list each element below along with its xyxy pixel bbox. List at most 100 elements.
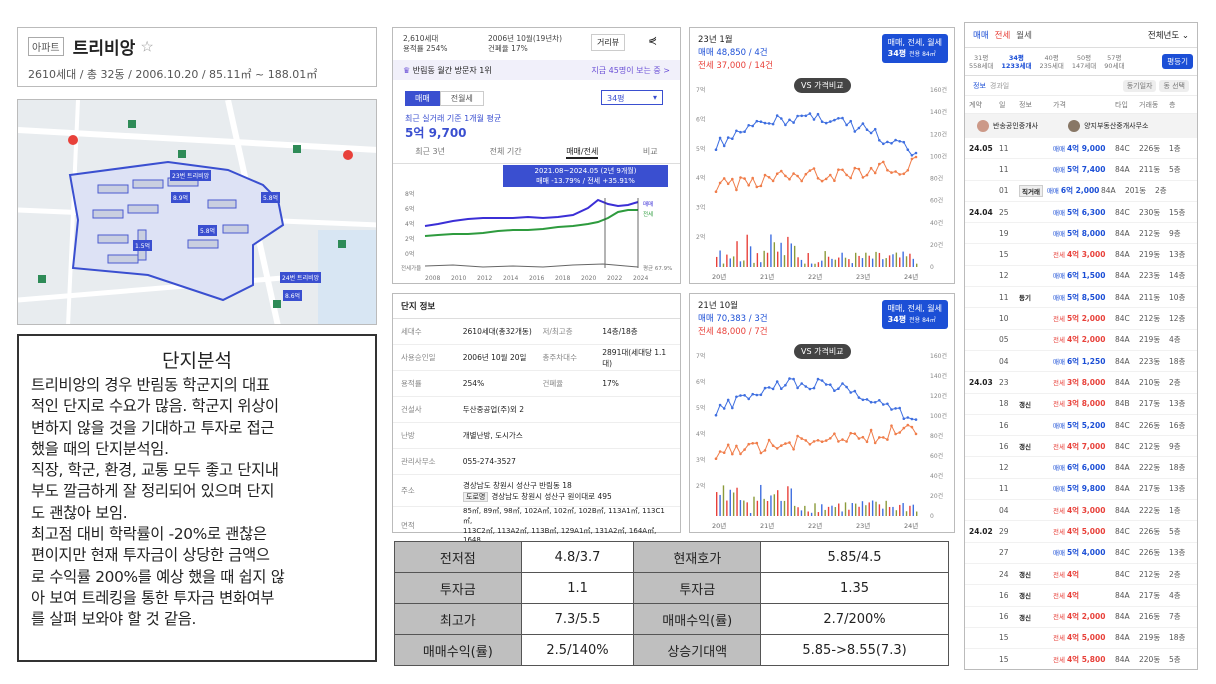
size-option[interactable]: 40평 235세대 <box>1039 54 1063 70</box>
chart-filter-chip[interactable]: 매매, 전세, 월세 34평 전용 84㎡ <box>881 300 948 329</box>
tx-row[interactable]: 24.03 23 전세 3억 8,000 84A 210동 2층 <box>965 372 1197 394</box>
tx-row[interactable]: 15 전세 4억 5,000 84A 219동 18층 <box>965 628 1197 650</box>
tx-kind: 전세 <box>1053 613 1065 622</box>
tx-tab-jeonse[interactable]: 전세 <box>994 31 1011 41</box>
volume-bar <box>841 511 843 516</box>
period-tab-active[interactable]: 매매/전세 <box>566 146 599 159</box>
tx-row[interactable]: 16 갱신 전세 4억 2,000 84A 216동 7층 <box>965 607 1197 628</box>
register-date-button[interactable]: 동기일자 <box>1122 79 1157 92</box>
tx-row[interactable]: 10 전세 5억 2,000 84C 212동 12층 <box>965 308 1197 330</box>
volume-bar <box>868 502 870 516</box>
y-right-tick: 100건 <box>930 412 947 420</box>
tx-row[interactable]: 11 매매 5억 7,400 84A 211동 5층 <box>965 159 1197 181</box>
sale-point <box>824 383 828 386</box>
year-select[interactable]: 전체년도 ⌄ <box>1148 29 1189 41</box>
tx-col-header[interactable]: 일 <box>999 100 1006 109</box>
map-marker-23[interactable]: 23번 트리비앙 <box>170 170 212 181</box>
star-icon[interactable]: ☆ <box>140 37 154 56</box>
tx-col-header[interactable]: 타입 <box>1115 100 1128 109</box>
type-tag: 아파트 <box>28 37 64 56</box>
info-row: 건설사 두산중공업(주)외 2 <box>393 397 680 423</box>
chart-filter-chip[interactable]: 매매, 전세, 월세 34평 전용 84㎡ <box>881 34 948 63</box>
x-tick: 20년 <box>712 521 726 530</box>
tab-jeonse[interactable]: 전월세 <box>439 91 484 106</box>
tx-col-header[interactable]: 층 <box>1169 100 1176 109</box>
map-price-marker[interactable]: 1.5억 <box>133 240 153 251</box>
tx-row[interactable]: 24.02 29 전세 4억 5,000 84C 226동 5층 <box>965 521 1197 543</box>
tx-row[interactable]: 11 매매 5억 9,800 84A 217동 13층 <box>965 479 1197 501</box>
tx-row[interactable]: 04 전세 4억 3,000 84A 222동 1층 <box>965 500 1197 522</box>
volume-bar <box>909 253 911 267</box>
tx-row[interactable]: 24.04 25 매매 5억 6,300 84C 230동 15층 <box>965 202 1197 224</box>
tx-row[interactable]: 12 매매 6억 1,500 84A 223동 14층 <box>965 266 1197 288</box>
ratio-label: 전세가율 <box>401 264 421 272</box>
tx-row[interactable]: 18 갱신 전세 3억 8,000 84B 217동 13층 <box>965 394 1197 415</box>
tx-col-header[interactable]: 거래동 <box>1139 100 1159 109</box>
tx-row[interactable]: 05 전세 4억 2,000 84A 219동 4층 <box>965 330 1197 351</box>
info-toggle[interactable]: 정보 <box>973 81 986 90</box>
tx-tab-sale[interactable]: 매매 <box>973 31 989 41</box>
tx-row[interactable]: 27 매매 5억 4,000 84C 226동 13층 <box>965 543 1197 564</box>
tx-row[interactable]: 16 갱신 전세 4억 7,000 84C 212동 9층 <box>965 436 1197 458</box>
period-tab[interactable]: 최근 3년 <box>415 147 446 156</box>
volume-bar <box>777 251 779 267</box>
period-tab[interactable]: 비교 <box>642 147 658 156</box>
dong-select-button[interactable]: 동 선택 <box>1159 79 1189 92</box>
tx-row[interactable]: 19 매매 5억 8,000 84A 212동 9층 <box>965 223 1197 245</box>
volume-bar <box>804 263 806 267</box>
vs-compare-button[interactable]: VS 가격비교 <box>794 344 851 359</box>
tx-row[interactable]: 24 갱신 전세 4억 84C 212동 2층 <box>965 564 1197 586</box>
agent-name[interactable]: 반송공인중개사 <box>993 122 1039 130</box>
tx-col-header[interactable]: 계약 <box>969 100 982 109</box>
vs-compare-button[interactable]: VS 가격비교 <box>794 78 851 93</box>
tx-row[interactable]: 12 매매 6억 6,000 84A 222동 18층 <box>965 457 1197 479</box>
distance-view-button[interactable]: 거리뷰 <box>591 34 626 51</box>
visitor-banner[interactable]: ♛ 반림동 월간 방문자 1위 지금 45명이 보는 중 > <box>393 60 680 80</box>
map-price-label: 5.8억 <box>263 195 279 202</box>
tx-type: 84A <box>1115 590 1130 600</box>
tab-sale[interactable]: 매매 <box>405 91 440 106</box>
size-select[interactable]: 34평 ▾ <box>601 90 663 105</box>
tx-row[interactable]: 24.05 11 매매 4억 9,000 84C 226동 1층 <box>965 138 1197 160</box>
share-icon[interactable]: ⋞ <box>648 34 658 47</box>
tx-dong: 216동 <box>1139 612 1161 622</box>
tx-row[interactable]: 04 매매 6억 1,250 84A 223동 18층 <box>965 351 1197 373</box>
size-option-label: 50평 <box>1076 53 1092 62</box>
size-option[interactable]: 31평 558세대 <box>969 54 993 70</box>
tx-row[interactable]: 15 전세 4억 5,800 84A 220동 5층 <box>965 649 1197 669</box>
y-right-tick: 140건 <box>930 108 947 116</box>
size-option[interactable]: 57평 90세대 <box>1104 54 1124 70</box>
map-marker-24[interactable]: 24번 트리비앙 <box>280 272 322 283</box>
tx-info: 갱신 <box>1019 443 1031 452</box>
tx-floor: 5층 <box>1169 526 1181 536</box>
tx-floor: 18층 <box>1169 356 1186 366</box>
tx-row[interactable]: 01 직거래 매매 6억 2,000 84A 201동 2층 <box>965 181 1197 202</box>
tx-col-header[interactable]: 정보 <box>1019 100 1032 109</box>
tx-row[interactable]: 16 갱신 전세 4억 84A 217동 4층 <box>965 585 1197 607</box>
tx-col-header[interactable]: 가격 <box>1053 100 1066 109</box>
register-button[interactable]: 평등기 <box>1162 54 1193 69</box>
tx-row[interactable]: 16 매매 5억 5,200 84C 226동 16층 <box>965 415 1197 437</box>
map-price-marker[interactable]: 5.8억 <box>198 225 218 236</box>
jeonse-point <box>747 442 750 446</box>
volume-bar <box>804 505 806 516</box>
jeonse-point <box>898 431 901 434</box>
map-price-marker[interactable]: 8.9억 <box>171 192 191 203</box>
complex-map[interactable]: 23번 트리비앙 8.9억 5.8억 5.8억 24번 트리비앙 8.6억 1.… <box>17 99 377 325</box>
volume-bar <box>773 242 776 267</box>
tx-row[interactable]: 15 전세 4억 3,000 84A 219동 13층 <box>965 244 1197 266</box>
size-option[interactable]: 50평 147세대 <box>1072 54 1096 70</box>
tx-type: 84A <box>1115 505 1130 515</box>
tx-tab-monthly[interactable]: 월세 <box>1016 31 1032 41</box>
tx-floor: 13층 <box>1169 484 1186 494</box>
map-price-marker[interactable]: 5.8억 <box>261 192 281 203</box>
period-tab[interactable]: 전체 기간 <box>489 147 522 156</box>
agent-name[interactable]: 양지부동산중개사무소 <box>1084 122 1149 130</box>
year-select-value: 전체년도 <box>1147 31 1180 41</box>
map-price-marker[interactable]: 8.6억 <box>283 290 303 301</box>
info-value: 2610세대(총32개동) <box>462 327 532 336</box>
volume-bar <box>766 501 769 516</box>
tx-row[interactable]: 11 등기 매매 5억 8,500 84A 211동 10층 <box>965 287 1197 309</box>
sale-point <box>910 154 914 157</box>
size-option[interactable]: 34평 1233세대 <box>1001 54 1031 70</box>
